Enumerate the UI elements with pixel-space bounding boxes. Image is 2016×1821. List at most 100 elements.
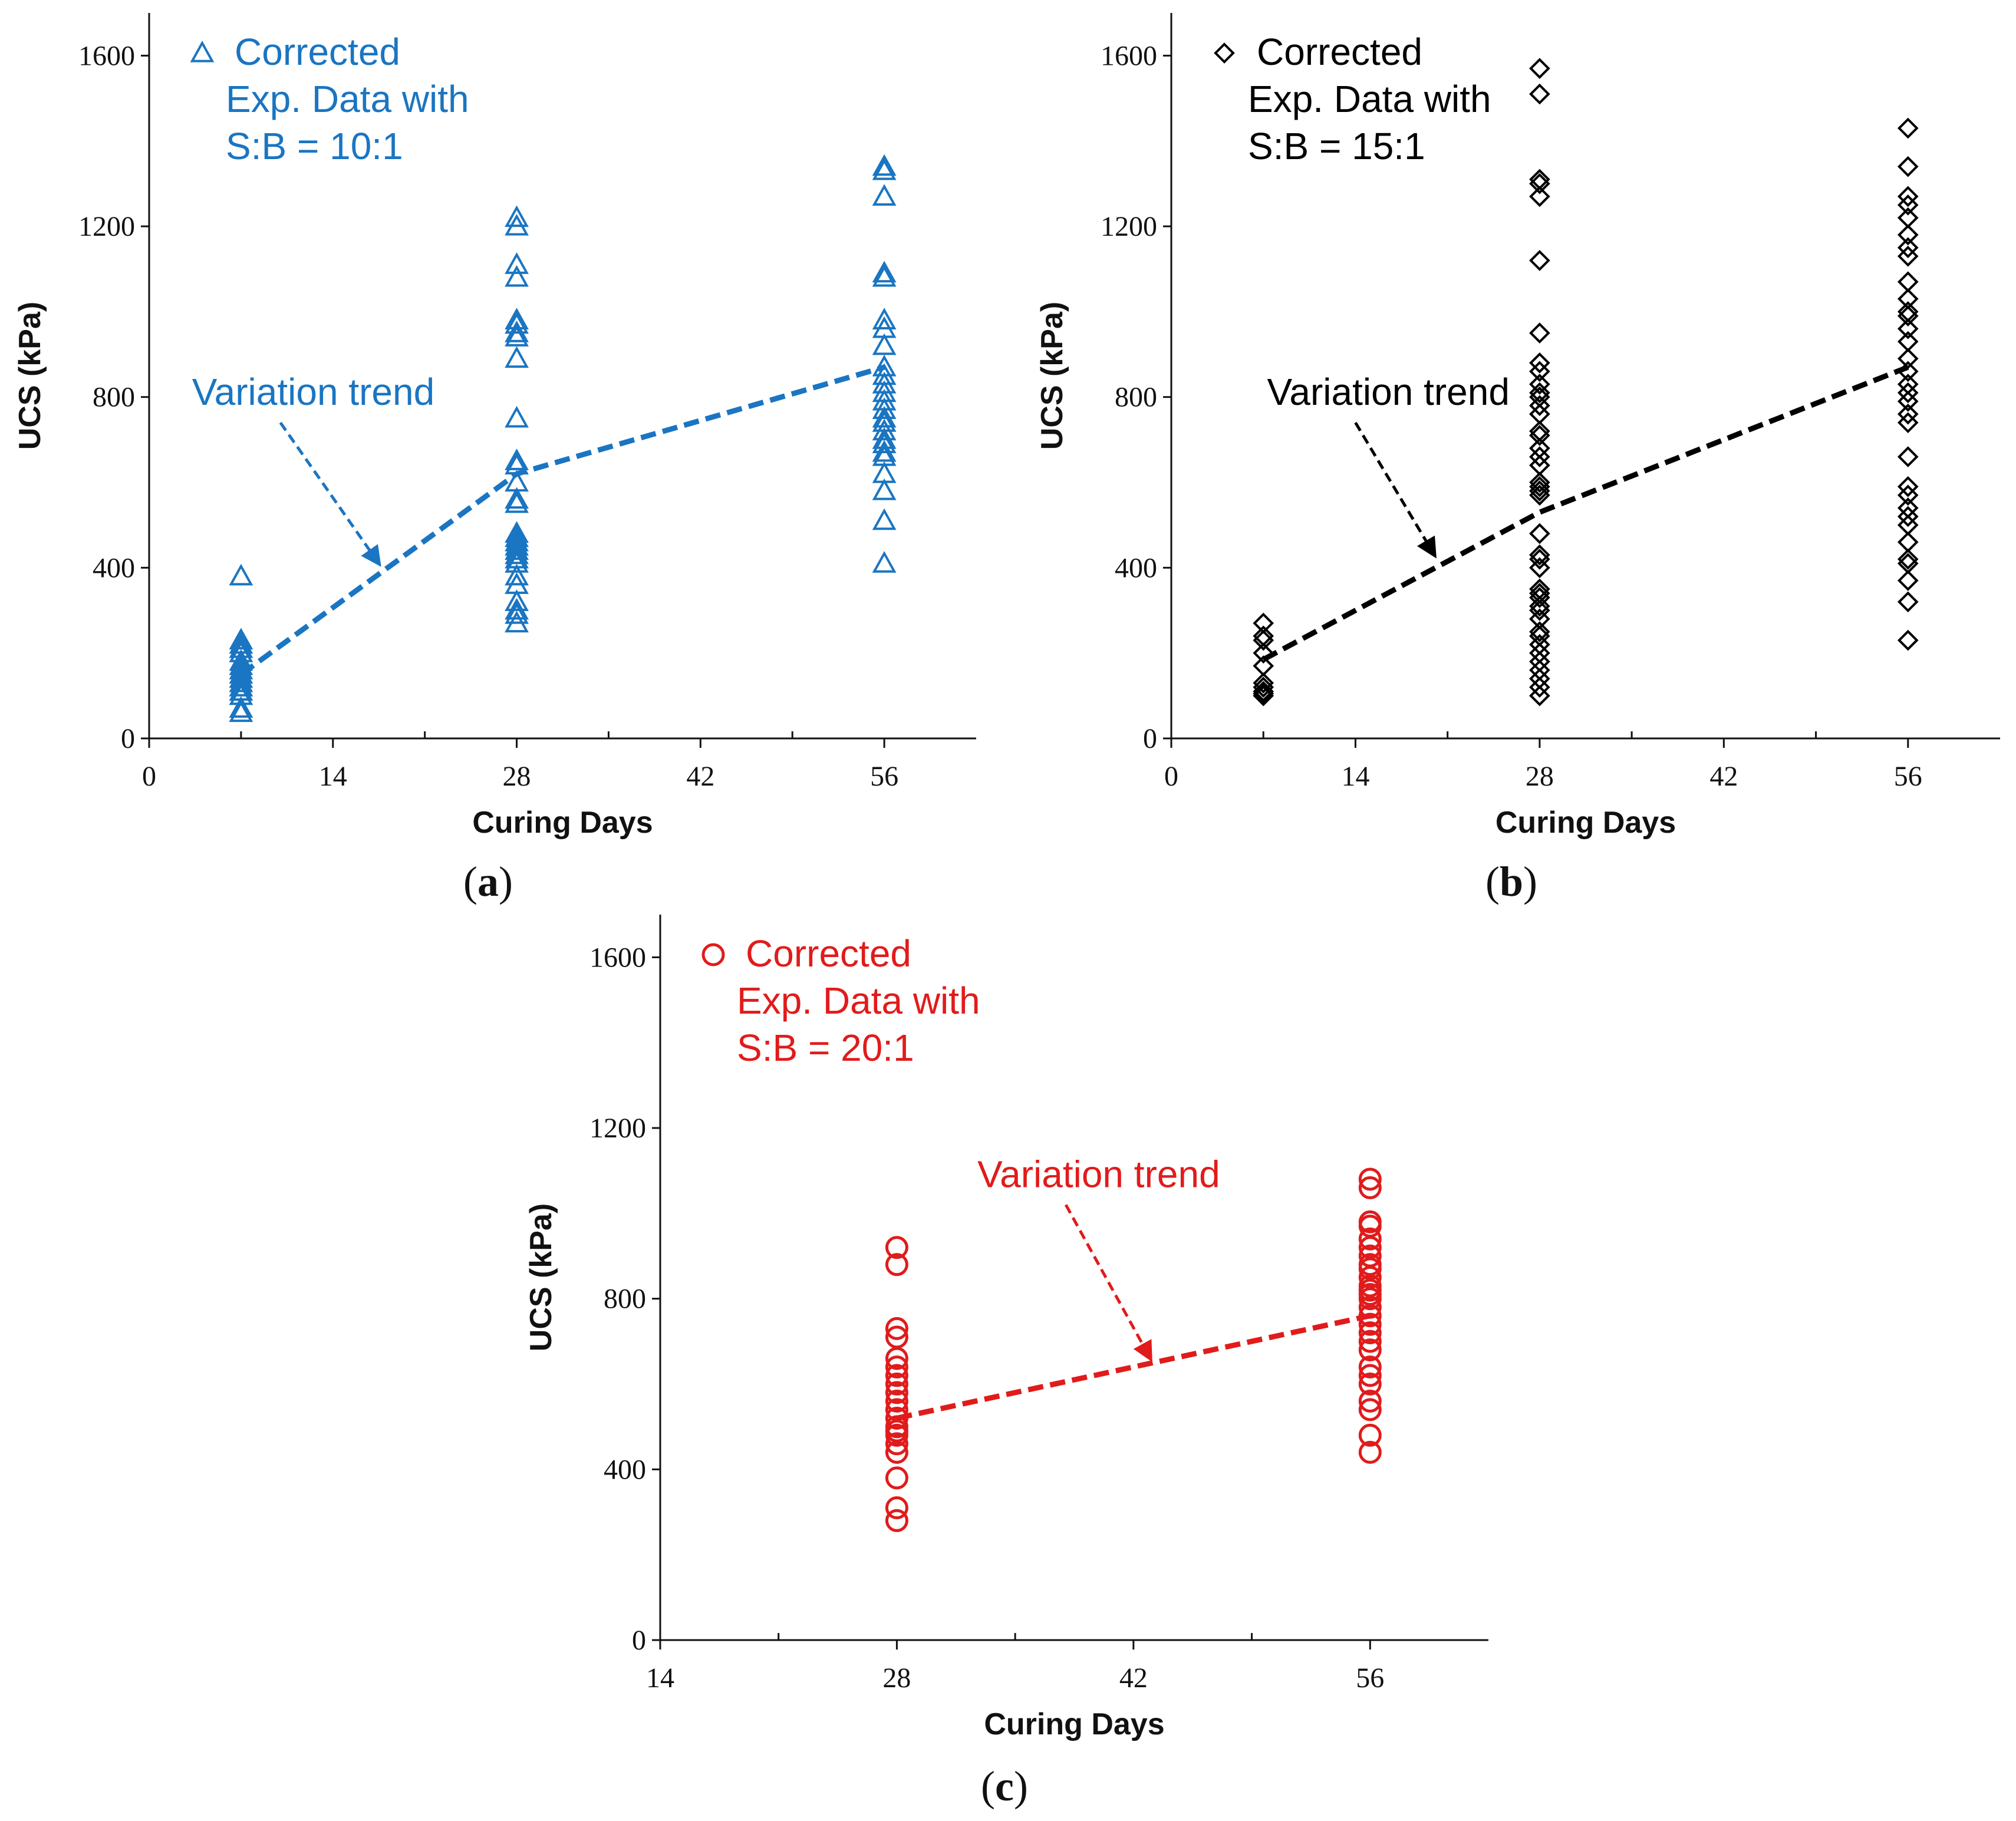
x-tick-label: 0: [1164, 761, 1178, 792]
y-tick-label: 0: [121, 723, 135, 754]
data-point: [1897, 412, 1919, 433]
y-tick-label: 800: [93, 382, 135, 413]
legend-marker: [190, 40, 215, 62]
data-point: [1529, 599, 1550, 621]
y-tick-label: 400: [604, 1454, 646, 1485]
data-point: [505, 563, 529, 586]
trend-line: [239, 364, 885, 677]
panel-a-caption: (a): [463, 858, 513, 905]
data-point: [1358, 1398, 1382, 1421]
data-point: [872, 154, 897, 176]
legend-text: S:B = 10:1: [226, 125, 403, 167]
x-tick-label: 14: [319, 761, 347, 792]
data-point: [1897, 318, 1919, 339]
data-point: [1897, 237, 1919, 259]
data-point: [1358, 1287, 1382, 1311]
data-point: [1897, 194, 1919, 216]
x-axis-title: Curing Days: [984, 1707, 1164, 1741]
data-point: [505, 598, 529, 620]
x-tick-label: 28: [1526, 761, 1554, 792]
data-point: [1897, 288, 1919, 309]
y-tick-label: 0: [632, 1625, 646, 1656]
data-point: [1358, 1440, 1382, 1464]
legend-text: Exp. Data with: [226, 78, 469, 120]
data-point: [505, 346, 529, 368]
data-point: [1529, 361, 1550, 382]
data-point: [1897, 484, 1919, 506]
data-point: [872, 158, 897, 180]
x-tick-label: 42: [1119, 1662, 1148, 1694]
data-point: [505, 320, 529, 342]
data-point: [229, 563, 253, 586]
data-point: [1897, 391, 1919, 412]
data-point: [1529, 476, 1550, 497]
data-point: [885, 1347, 908, 1370]
y-tick-label: 1200: [1101, 211, 1157, 242]
data-point: [1529, 58, 1550, 79]
y-tick-label: 400: [1115, 552, 1157, 583]
data-point: [1897, 224, 1919, 246]
data-point: [872, 260, 897, 283]
data-point: [1529, 587, 1550, 608]
annotation-arrow: [1064, 1204, 1152, 1363]
y-tick-label: 0: [1143, 723, 1157, 754]
data-point: [1529, 374, 1550, 395]
data-point: [872, 478, 897, 500]
data-point: [1253, 677, 1274, 698]
data-point: [872, 550, 897, 573]
legend-marker: [1214, 42, 1235, 64]
x-tick-label: 42: [1709, 761, 1738, 792]
y-tick-label: 1600: [78, 40, 135, 71]
data-point: [1358, 1338, 1382, 1362]
data-point: [872, 405, 897, 428]
data-point: [505, 265, 529, 287]
data-point: [885, 1496, 908, 1520]
data-point: [885, 1355, 908, 1379]
data-point: [1897, 476, 1919, 497]
data-point: [885, 1236, 908, 1259]
data-point: [872, 308, 897, 329]
data-point: [505, 538, 529, 560]
data-point: [1897, 305, 1919, 326]
data-point: [1897, 403, 1919, 425]
data-point: [885, 1432, 908, 1456]
data-point: [885, 1373, 908, 1396]
data-point: [1529, 480, 1550, 502]
y-axis-title: UCS (kPa): [1035, 302, 1069, 450]
data-point: [505, 213, 529, 236]
data-point: [505, 491, 529, 513]
data-point: [1529, 523, 1550, 545]
x-tick-label: 0: [142, 761, 156, 792]
data-point: [1253, 629, 1274, 651]
legend-text: Corrected: [746, 932, 911, 975]
y-tick-label: 1600: [1101, 40, 1157, 71]
data-point: [505, 542, 529, 565]
data-point: [1529, 544, 1550, 566]
data-point: [1253, 683, 1274, 704]
data-point: [1529, 186, 1550, 207]
data-point: [505, 252, 529, 274]
data-point: [1358, 1423, 1382, 1447]
data-point: [1897, 331, 1919, 352]
data-point: [1358, 1389, 1382, 1413]
data-point: [1358, 1373, 1382, 1396]
annotation-arrow: [1354, 421, 1437, 559]
data-point: [872, 418, 897, 441]
data-point: [1897, 570, 1919, 591]
data-point: [1358, 1227, 1382, 1251]
data-point: [1253, 681, 1274, 702]
annotation-label: Variation trend: [977, 1153, 1220, 1195]
data-point: [885, 1381, 908, 1404]
data-point: [1529, 549, 1550, 570]
scatter-plot-c: 0 400 800 1200 1600 14 28 42 56 Curing Days UCS (k…: [524, 915, 1488, 1741]
data-point: [1529, 173, 1550, 194]
data-point: [1897, 186, 1919, 207]
data-point: [229, 628, 253, 650]
data-point: [1253, 685, 1274, 707]
y-tick-label: 800: [1115, 382, 1157, 413]
data-point: [885, 1364, 908, 1387]
data-point: [1529, 83, 1550, 105]
data-point: [1253, 612, 1274, 634]
x-tick-label: 42: [686, 761, 714, 792]
data-point: [505, 550, 529, 573]
